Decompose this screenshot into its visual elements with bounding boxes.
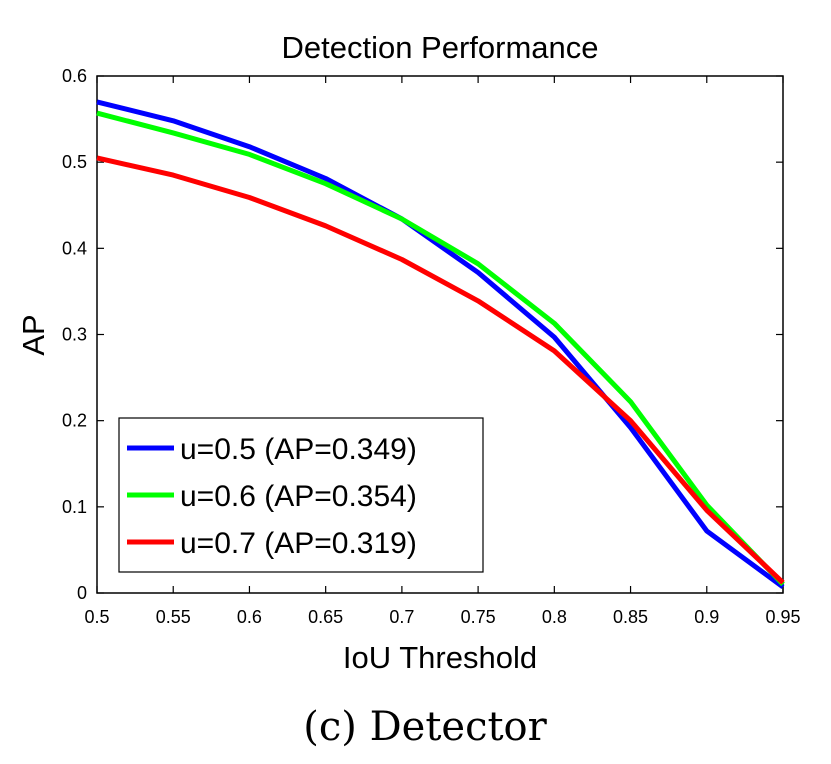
legend-box (118, 417, 484, 573)
x-tick-label: 0.5 (84, 607, 109, 627)
y-axis-label: AP (16, 314, 51, 355)
y-tick-label: 0.6 (62, 66, 87, 86)
y-tick-label: 0.1 (62, 497, 87, 517)
legend-label-2: u=0.6 (AP=0.354) (180, 480, 417, 513)
axis-ticks: 0.5 0.55 0.6 0.65 0.7 0.75 0.8 0.85 0.9 0.95 0 0.1 0… (62, 66, 801, 627)
x-tick-label: 0.95 (765, 607, 800, 627)
x-tick-label: 0.65 (308, 607, 343, 627)
x-tick-label: 0.7 (389, 607, 414, 627)
y-tick-label: 0.4 (62, 238, 87, 258)
figure-caption: (c) Detector (303, 704, 547, 750)
legend-label-3: u=0.7 (AP=0.319) (180, 527, 417, 560)
x-tick-label: 0.75 (461, 607, 496, 627)
y-tick-label: 0 (77, 583, 87, 603)
series-line-1 (96, 99, 785, 590)
x-tick-label: 0.55 (156, 607, 191, 627)
chart-title: Detection Performance (281, 30, 598, 65)
y-tick-label: 0.3 (62, 325, 87, 345)
y-tick-label: 0.2 (62, 411, 87, 431)
series-lines (96, 99, 785, 590)
x-tick-label: 0.6 (237, 607, 262, 627)
legend: u=0.5 (AP=0.349) u=0.6 (AP=0.354) u=0.7 (A… (118, 417, 484, 573)
series-line-2 (96, 110, 785, 587)
series-line-3 (96, 155, 785, 585)
legend-label-1: u=0.5 (AP=0.349) (180, 433, 417, 466)
x-tick-label: 0.85 (613, 607, 648, 627)
x-tick-label: 0.8 (542, 607, 567, 627)
y-tick-label: 0.5 (62, 152, 87, 172)
x-axis-label: IoU Threshold (343, 640, 537, 675)
x-tick-label: 0.9 (694, 607, 719, 627)
